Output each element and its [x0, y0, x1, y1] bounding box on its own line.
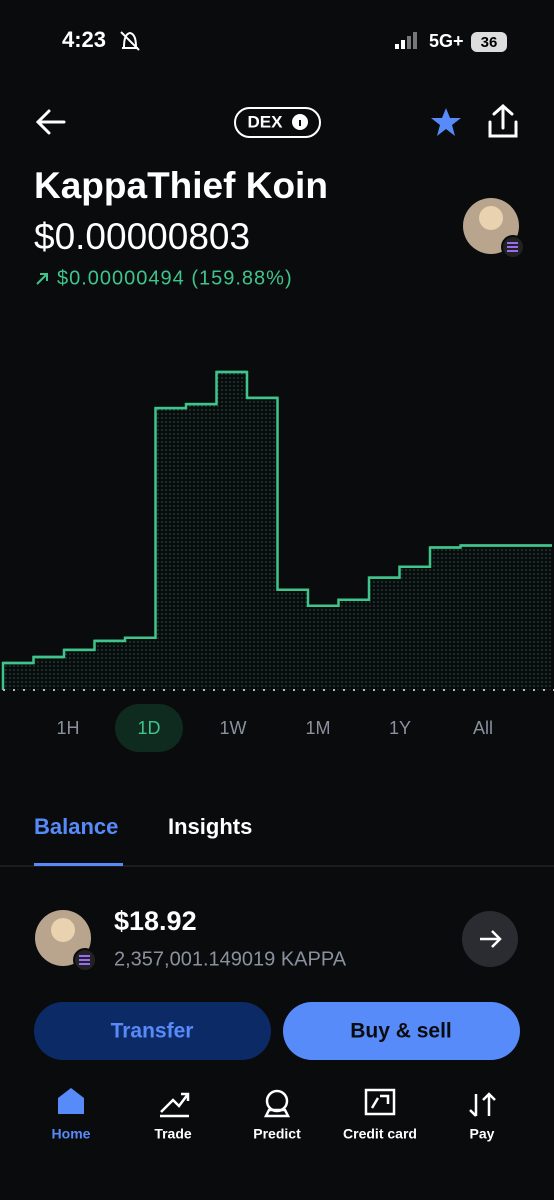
area-segment — [521, 545, 552, 690]
bell-muted-icon — [120, 31, 140, 51]
bottom-nav: Home Trade Predict Credit card Pay — [52, 1126, 495, 1142]
chain-icon — [507, 242, 518, 252]
avatar-detail — [479, 206, 503, 230]
area-segment — [491, 545, 522, 690]
chain-icon — [79, 955, 90, 965]
transfer-label: Transfer — [111, 1020, 194, 1043]
home-icon — [58, 1088, 84, 1114]
up-arrow — [36, 273, 48, 285]
area-segment — [94, 640, 125, 690]
area-segment — [308, 605, 339, 690]
card-icon — [364, 1088, 396, 1116]
area-segment — [33, 657, 64, 690]
nav-item[interactable]: Credit card — [343, 1126, 417, 1142]
range-option[interactable]: 1W — [220, 718, 247, 738]
tab[interactable]: Insights — [168, 814, 252, 839]
nav-item[interactable]: Home — [52, 1126, 91, 1142]
price-chart — [1, 370, 552, 690]
balance-amount: $18.92 — [114, 906, 197, 936]
dex-badge[interactable] — [234, 107, 321, 138]
range-option[interactable]: All — [473, 718, 493, 738]
range-option[interactable]: 1D — [137, 718, 160, 738]
range-selector: 1H 1D 1W 1M 1Y All — [56, 704, 493, 752]
nav-item[interactable]: Pay — [470, 1126, 495, 1142]
network-label: 5G+ — [429, 31, 464, 51]
asset-price: $0.00000803 — [34, 216, 250, 257]
arrow-icon — [480, 930, 502, 948]
buy-sell-button[interactable] — [283, 1002, 520, 1060]
area-segment — [430, 547, 461, 690]
predict-icon — [263, 1089, 291, 1118]
balance-holding: 2,357,001.149019 KAPPA — [114, 948, 347, 970]
dex-label: DEX — [248, 112, 284, 131]
trade-icon — [160, 1092, 190, 1118]
status-time: 4:23 — [62, 27, 106, 52]
battery-label: 36 — [481, 34, 498, 51]
transfer-button[interactable] — [34, 1002, 271, 1060]
nav-item[interactable]: Predict — [253, 1126, 301, 1142]
area-segment — [155, 408, 186, 690]
price-change: $0.00000494 (159.88%) — [57, 267, 293, 289]
area-segment — [460, 545, 491, 690]
area-segment — [338, 599, 369, 690]
range-option[interactable]: 1M — [305, 718, 330, 738]
range-option[interactable]: 1Y — [389, 718, 411, 738]
area-segment — [277, 589, 308, 690]
area-segment — [64, 649, 95, 690]
range-option[interactable]: 1H — [56, 718, 79, 738]
info-icon-mark — [299, 120, 301, 126]
favorite-star[interactable] — [431, 108, 461, 136]
buy-sell-label: Buy & sell — [350, 1020, 452, 1043]
area-segment — [125, 637, 156, 690]
area-segment — [369, 577, 400, 690]
area-segment — [247, 397, 278, 690]
back-button[interactable] — [35, 109, 66, 135]
area-segment — [3, 663, 34, 690]
nav-item[interactable]: Trade — [154, 1126, 192, 1142]
pay-icon — [469, 1092, 496, 1117]
tab[interactable]: Balance — [34, 814, 118, 839]
battery — [471, 32, 507, 52]
area-segment — [186, 404, 217, 690]
signal-icon — [395, 32, 417, 49]
area-segment — [216, 372, 247, 690]
area-segment — [399, 566, 430, 690]
avatar-detail — [51, 918, 75, 942]
tab-indicator — [34, 863, 123, 866]
range-active-bg — [115, 704, 183, 752]
tabs: Balance Insights — [34, 814, 252, 839]
asset-title: KappaThief Koin — [34, 165, 328, 206]
share-button[interactable] — [488, 103, 518, 138]
